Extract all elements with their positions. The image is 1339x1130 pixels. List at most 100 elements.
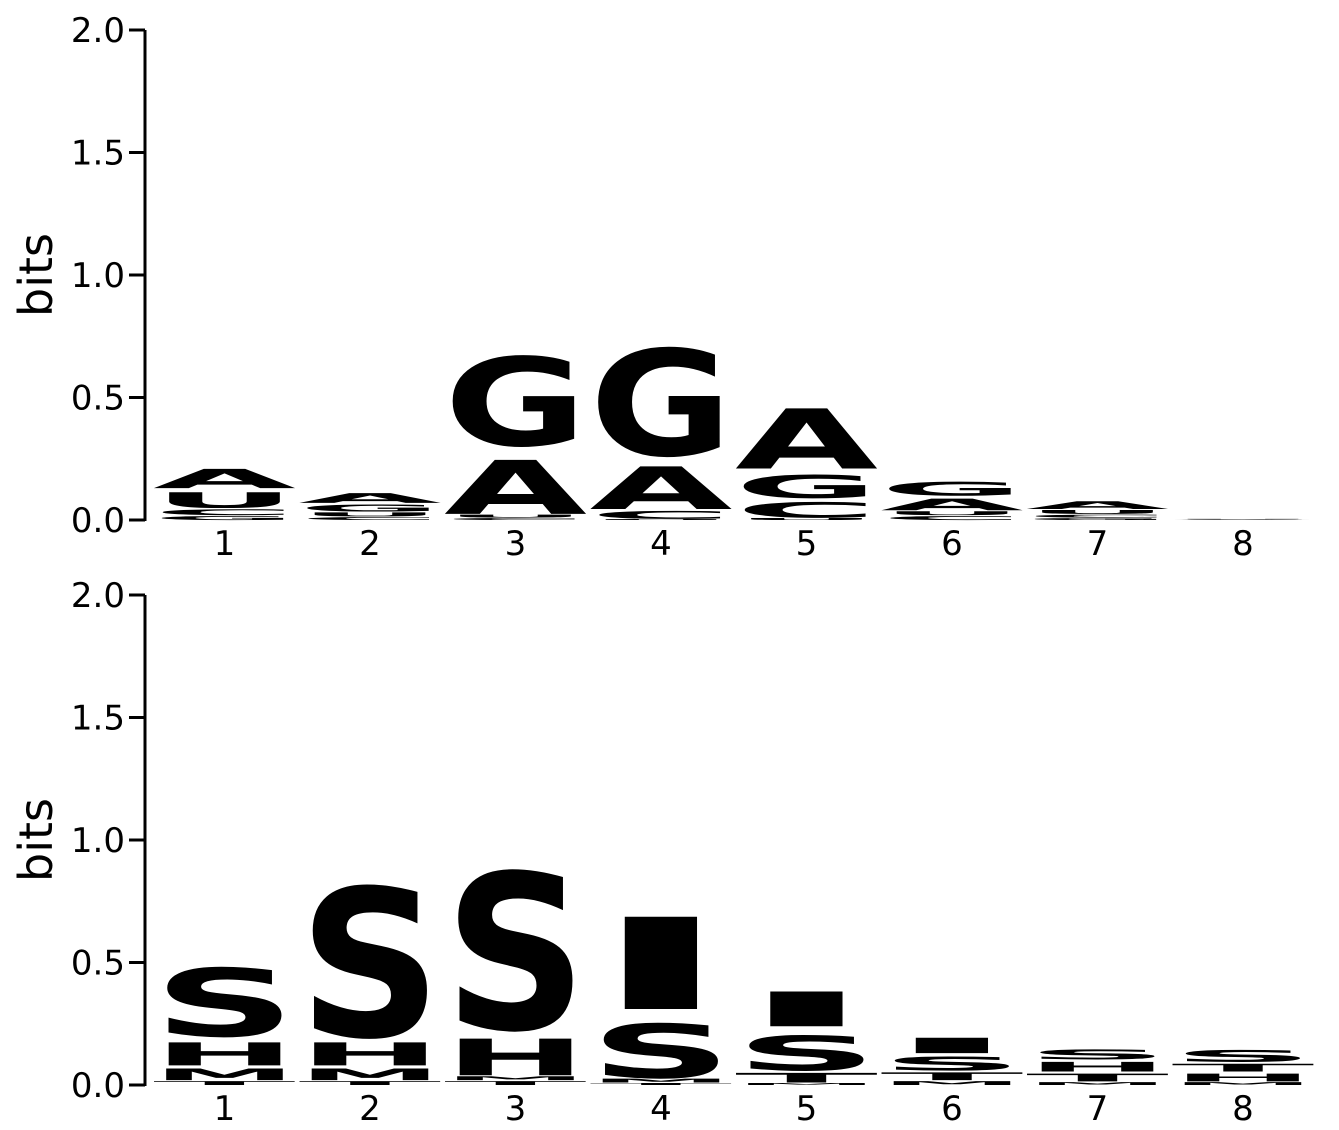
svg-text:C: C: [735, 498, 878, 523]
svg-text:M: M: [153, 1065, 296, 1084]
svg-text:U: U: [444, 514, 587, 519]
svg-text:I: I: [881, 1034, 1024, 1059]
svg-text:U: U: [153, 488, 296, 513]
svg-text:C: C: [153, 508, 296, 517]
svg-text:G: G: [153, 515, 296, 521]
svg-text:I: I: [590, 892, 733, 1039]
svg-text:G: G: [299, 503, 442, 514]
svg-text:M: M: [881, 1080, 1024, 1086]
logo-letter-s: S: [444, 829, 587, 1079]
svg-text:M: M: [590, 1078, 733, 1084]
svg-text:M: M: [299, 1065, 442, 1084]
svg-text:G: G: [1026, 518, 1169, 521]
svg-text:T: T: [735, 1070, 878, 1085]
svg-text:C: C: [299, 516, 442, 521]
svg-text:S: S: [590, 1009, 733, 1095]
logo-letter-u: U: [590, 519, 733, 521]
logo-letter-c: C: [444, 518, 587, 521]
svg-text:C: C: [444, 518, 587, 521]
svg-text:S: S: [881, 1053, 1024, 1075]
logo-letter-u: U: [153, 488, 296, 513]
logo-letter-a: A: [1026, 499, 1169, 511]
svg-text:G: G: [444, 334, 587, 475]
x-tick-label: 1: [214, 524, 236, 564]
svg-text:H: H: [153, 1036, 296, 1073]
svg-text:M: M: [1026, 1081, 1169, 1086]
logo-letter-t: T: [444, 1080, 587, 1086]
logo-letter-g: G: [590, 320, 733, 490]
x-tick-label: 8: [1232, 524, 1254, 564]
logo-letter-t: T: [735, 1070, 878, 1085]
logo-letter-s: S: [1172, 1047, 1315, 1066]
svg-text:S: S: [299, 847, 442, 1084]
logo-letter-c: C: [881, 515, 1024, 521]
svg-text:S: S: [1172, 1047, 1315, 1066]
logo-letter-g: G: [1026, 518, 1169, 521]
logo-letter-h: H: [153, 1036, 296, 1073]
svg-text:T: T: [153, 1080, 296, 1086]
y-tick-label: 2.0: [71, 576, 125, 616]
svg-text:I: I: [735, 982, 878, 1037]
svg-text:H: H: [1172, 1072, 1315, 1084]
logo-letter-m: M: [735, 1083, 878, 1086]
logo-letter-a: A: [444, 446, 587, 532]
x-tick-label: 4: [650, 1089, 672, 1129]
svg-text:H: H: [444, 1029, 587, 1088]
x-tick-label: 2: [359, 524, 381, 564]
logo-axes: 0.0 0.5 1.0 1.5 2.0 1 2 3 4 5 6 7 8: [71, 11, 1254, 564]
logo-letter-c: C: [299, 516, 442, 521]
logo-letter-i: I: [735, 982, 878, 1037]
logo-letter-s: S: [299, 847, 442, 1084]
logo-letter-u: U: [299, 511, 442, 517]
x-tick-label: 4: [650, 524, 672, 564]
logo-letter-a: A: [590, 455, 733, 523]
logo-letter-s: S: [735, 1026, 878, 1081]
logo-letter-t: T: [299, 1080, 442, 1086]
logo-letter-s: S: [153, 949, 296, 1058]
logo-letter-t: T: [881, 1070, 1024, 1082]
y-tick-label: 0.5: [71, 379, 125, 419]
logo-letter-u: U: [1026, 509, 1169, 515]
logo-letter-t: T: [153, 1080, 296, 1086]
y-tick-label: 1.5: [71, 699, 125, 739]
svg-text:A: A: [735, 392, 878, 488]
logo-letter-c: C: [1026, 514, 1169, 519]
svg-text:G: G: [735, 469, 878, 506]
svg-text:A: A: [590, 455, 733, 523]
svg-text:H: H: [299, 1036, 442, 1073]
logo-letter-h: H: [1026, 1059, 1169, 1074]
svg-text:M: M: [444, 1075, 587, 1081]
logo-letter-h: H: [444, 1029, 587, 1088]
logo-letter-m: M: [1172, 1081, 1315, 1086]
x-tick-label: 6: [941, 1089, 963, 1129]
logo-letter-m: M: [881, 1080, 1024, 1086]
svg-text:T: T: [299, 1080, 442, 1086]
x-tick-label: 5: [796, 1089, 818, 1129]
y-tick-label: 1.0: [71, 821, 125, 861]
svg-text:T: T: [590, 1083, 733, 1086]
svg-text:U: U: [299, 511, 442, 517]
logo-letter-s: S: [881, 1053, 1024, 1075]
y-tick-label: 0.0: [71, 501, 125, 541]
svg-text:G: G: [590, 320, 733, 490]
svg-text:U: U: [1172, 519, 1315, 520]
x-tick-label: 3: [505, 1089, 527, 1129]
logo-letter-c: C: [590, 509, 733, 521]
svg-text:C: C: [881, 515, 1024, 521]
svg-text:C: C: [590, 509, 733, 521]
logo-letter-u: U: [881, 510, 1024, 516]
logo-letter-a: A: [735, 392, 878, 488]
logo-axes: 0.0 0.5 1.0 1.5 2.0 1 2 3 4 5 6 7 8: [71, 576, 1254, 1129]
